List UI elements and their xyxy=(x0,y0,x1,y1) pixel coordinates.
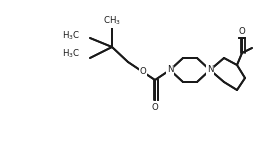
Text: O: O xyxy=(238,27,244,36)
Text: N: N xyxy=(166,66,172,74)
Text: CH$_3$: CH$_3$ xyxy=(103,15,120,27)
Text: H$_3$C: H$_3$C xyxy=(61,30,80,42)
Text: H$_3$C: H$_3$C xyxy=(61,48,80,60)
Text: O: O xyxy=(139,68,146,77)
Text: H$_3$C: H$_3$C xyxy=(61,30,80,42)
Text: N: N xyxy=(206,66,212,74)
Text: O: O xyxy=(139,68,146,77)
Text: O: O xyxy=(238,27,244,36)
Text: H$_3$C: H$_3$C xyxy=(61,48,80,60)
Text: O: O xyxy=(151,103,158,112)
Text: N: N xyxy=(206,66,212,74)
Text: O: O xyxy=(151,103,158,112)
Text: N: N xyxy=(166,66,172,74)
Text: CH$_3$: CH$_3$ xyxy=(103,15,120,27)
